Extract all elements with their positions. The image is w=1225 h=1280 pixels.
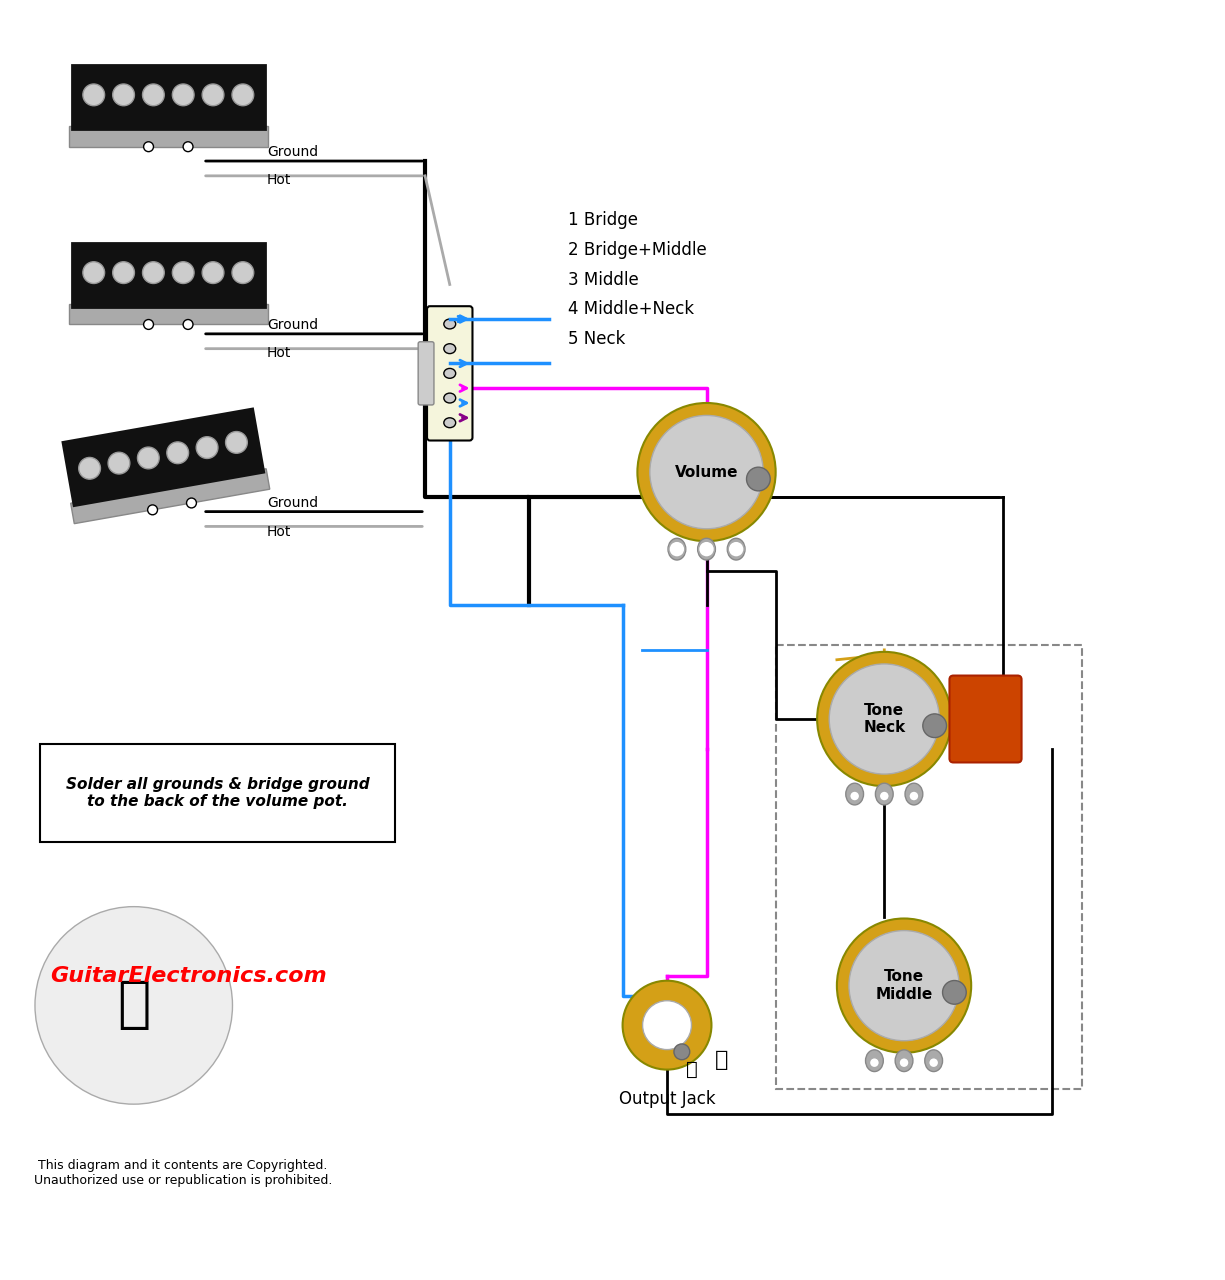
Circle shape [674, 1044, 690, 1060]
Circle shape [698, 541, 714, 557]
Circle shape [746, 467, 771, 490]
Ellipse shape [895, 1050, 913, 1071]
Circle shape [849, 931, 959, 1041]
Text: 1 Bridge: 1 Bridge [568, 211, 638, 229]
Ellipse shape [443, 344, 456, 353]
Circle shape [850, 791, 860, 801]
Ellipse shape [925, 1050, 942, 1071]
Circle shape [186, 498, 196, 508]
Ellipse shape [866, 1050, 883, 1071]
Circle shape [113, 84, 135, 106]
Circle shape [142, 84, 164, 106]
Circle shape [83, 262, 104, 283]
Circle shape [83, 84, 104, 106]
Circle shape [142, 262, 164, 283]
Circle shape [78, 457, 100, 479]
Circle shape [232, 262, 254, 283]
Circle shape [909, 791, 919, 801]
Polygon shape [62, 410, 263, 506]
Text: Solder all grounds & bridge ground
to the back of the volume pot.: Solder all grounds & bridge ground to th… [66, 777, 370, 809]
Text: Output Jack: Output Jack [619, 1091, 715, 1108]
Text: ⏚: ⏚ [714, 1050, 728, 1070]
Text: 5 Neck: 5 Neck [568, 330, 626, 348]
Text: Tone
Neck: Tone Neck [864, 703, 905, 735]
Circle shape [113, 262, 135, 283]
Text: Hot: Hot [267, 525, 292, 539]
Circle shape [880, 791, 889, 801]
Ellipse shape [697, 539, 715, 561]
Circle shape [899, 1057, 909, 1068]
Circle shape [702, 547, 712, 556]
Polygon shape [71, 468, 270, 524]
Circle shape [137, 447, 159, 468]
Text: ⏚: ⏚ [686, 1060, 697, 1079]
Circle shape [183, 142, 194, 151]
Ellipse shape [845, 783, 864, 805]
FancyBboxPatch shape [428, 306, 473, 440]
Circle shape [929, 1057, 938, 1068]
Circle shape [232, 84, 254, 106]
Circle shape [196, 436, 218, 458]
Circle shape [143, 320, 153, 329]
Text: GuitarElectronics.com: GuitarElectronics.com [50, 966, 326, 986]
Text: Ground: Ground [267, 145, 318, 159]
Circle shape [829, 664, 940, 774]
Circle shape [637, 403, 775, 541]
FancyBboxPatch shape [418, 342, 434, 404]
Text: Volume: Volume [675, 465, 739, 480]
Circle shape [143, 142, 153, 151]
Circle shape [643, 1001, 691, 1050]
Polygon shape [72, 242, 265, 307]
Circle shape [183, 320, 194, 329]
Circle shape [649, 416, 763, 529]
Ellipse shape [728, 539, 745, 561]
Text: Hot: Hot [267, 173, 292, 187]
Circle shape [167, 442, 189, 463]
Circle shape [731, 547, 741, 556]
Text: 4 Middle+Neck: 4 Middle+Neck [568, 301, 695, 319]
Circle shape [870, 1057, 880, 1068]
Circle shape [148, 504, 158, 515]
FancyBboxPatch shape [40, 744, 396, 842]
Circle shape [108, 452, 130, 474]
Text: Ground: Ground [267, 495, 318, 509]
Text: 2 Bridge+Middle: 2 Bridge+Middle [568, 241, 707, 259]
Circle shape [728, 541, 744, 557]
Ellipse shape [443, 369, 456, 379]
Circle shape [837, 919, 971, 1053]
FancyBboxPatch shape [949, 676, 1022, 763]
Ellipse shape [443, 417, 456, 428]
Ellipse shape [443, 319, 456, 329]
Circle shape [922, 714, 947, 737]
Circle shape [202, 84, 224, 106]
Ellipse shape [443, 393, 456, 403]
Circle shape [942, 980, 967, 1005]
Circle shape [225, 431, 247, 453]
Ellipse shape [668, 539, 686, 561]
Ellipse shape [876, 783, 893, 805]
Ellipse shape [905, 783, 922, 805]
Ellipse shape [36, 906, 233, 1105]
Polygon shape [69, 303, 267, 324]
Circle shape [673, 547, 682, 556]
Text: 3 Middle: 3 Middle [568, 270, 639, 288]
Text: Hot: Hot [267, 346, 292, 360]
Polygon shape [72, 65, 265, 129]
Circle shape [817, 652, 952, 786]
Circle shape [173, 262, 194, 283]
Text: 🎸: 🎸 [118, 978, 151, 1033]
Text: This diagram and it contents are Copyrighted.
Unauthorized use or republication : This diagram and it contents are Copyrig… [34, 1160, 332, 1188]
Circle shape [173, 84, 194, 106]
Text: Tone
Middle: Tone Middle [876, 969, 932, 1002]
Text: Ground: Ground [267, 317, 318, 332]
Polygon shape [69, 125, 267, 147]
Circle shape [669, 541, 685, 557]
Circle shape [202, 262, 224, 283]
Circle shape [622, 980, 712, 1070]
